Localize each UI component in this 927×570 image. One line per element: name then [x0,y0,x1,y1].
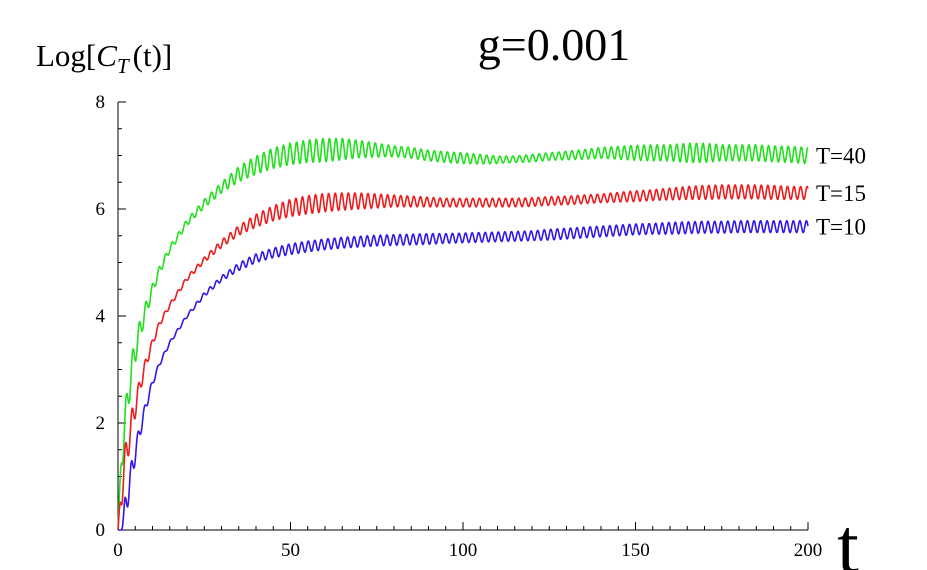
x-tick-label: 150 [621,540,650,561]
y-tick-label: 4 [96,306,106,327]
y-tick-label: 2 [96,413,106,434]
y-tick-label: 0 [96,520,106,541]
series-line-T=40 [117,137,809,531]
x-tick-label: 200 [794,540,823,561]
x-axis-label: t [837,502,859,570]
x-tick-label: 100 [449,540,478,561]
axis-ticks [117,101,809,531]
y-axis-label-c: C [96,38,117,73]
y-axis-label-sub: T [117,54,130,78]
series-label: T=10 [816,215,866,240]
axis-tick-labels: 0 50 100 150 200 0 2 4 6 8 [96,92,823,561]
y-axis-label-prefix: Log[ [36,38,96,73]
y-axis-label-suffix: (t)] [133,38,173,73]
y-tick-label: 8 [96,92,106,113]
series-line-T=15 [117,184,809,531]
series-line-T=10 [117,220,809,531]
series-label: T=40 [816,144,866,169]
series-lines [117,137,809,531]
series-labels: T=40 T=15 T=10 [816,144,866,240]
y-tick-label: 6 [96,199,106,220]
chart-title: g=0.001 [478,19,630,70]
x-tick-label: 0 [113,540,123,561]
x-tick-label: 50 [281,540,300,561]
series-label: T=15 [816,181,866,206]
y-axis-label: Log[CT (t)] [36,38,172,78]
